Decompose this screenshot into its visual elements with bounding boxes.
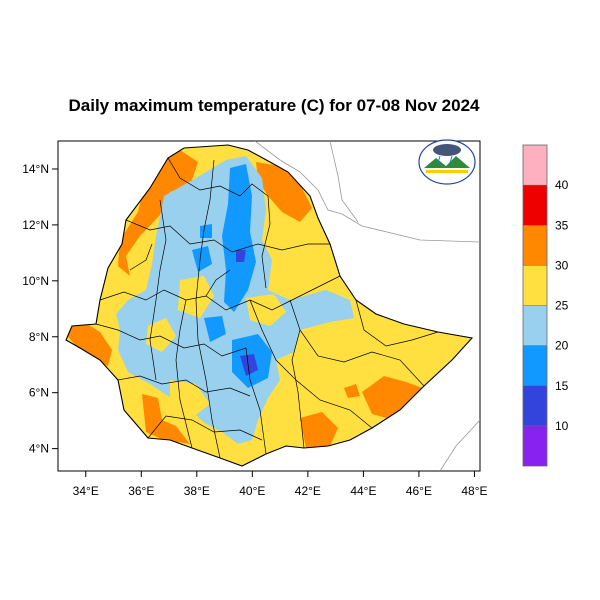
temperature-legend: 40 35 30 25 20 15 10 (522, 144, 569, 467)
lon-tick-label: 44°E (350, 484, 376, 498)
legend-swatch (523, 225, 547, 266)
lat-tick-label: 6°N (29, 386, 49, 400)
lon-tick-label: 40°E (239, 484, 265, 498)
legend-label: 40 (555, 178, 569, 192)
warm-pocket-2 (146, 318, 176, 352)
cold-zone-small-1 (192, 246, 212, 272)
warm-pocket-4 (170, 380, 210, 418)
neighbor-borders (254, 141, 480, 471)
map-title: Daily maximum temperature (C) for 07-08 … (68, 96, 480, 115)
hot-zone-northwest (118, 150, 198, 276)
longitude-axis: 34°E 36°E 38°E 40°E 42°E 44°E 46°E 48°E (73, 471, 488, 498)
lat-tick-label: 12°N (22, 218, 49, 232)
lon-tick-label: 46°E (406, 484, 432, 498)
legend-swatch (523, 345, 547, 386)
lat-tick-label: 10°N (22, 274, 49, 288)
legend-swatch (523, 305, 547, 346)
legend-swatch (523, 185, 547, 226)
legend-label: 30 (555, 258, 569, 272)
warm-pocket-3 (246, 294, 286, 326)
lat-tick-label: 4°N (29, 442, 49, 456)
lat-tick-label: 14°N (22, 162, 49, 176)
latitude-axis: 14°N 12°N 10°N 8°N 6°N 4°N (22, 162, 58, 456)
legend-swatch (523, 145, 547, 186)
hot-zone-afar (256, 162, 312, 222)
legend-label: 25 (555, 299, 569, 313)
cold-zone-rift-north (222, 164, 256, 312)
cold-zone-central (204, 316, 226, 342)
legend-swatch (523, 385, 547, 426)
temperature-field (65, 144, 473, 467)
lon-tick-label: 42°E (295, 484, 321, 498)
legend-label: 20 (555, 339, 569, 353)
colder-zone-1 (236, 250, 246, 262)
lon-tick-label: 48°E (461, 484, 487, 498)
admin-boundaries (95, 157, 439, 459)
hot-zone-south (300, 412, 338, 448)
legend-label: 10 (555, 419, 569, 433)
legend-swatch (523, 265, 547, 306)
cold-zone-small-2 (200, 224, 212, 238)
hot-zone-southwest (142, 394, 190, 444)
lon-tick-label: 36°E (128, 484, 154, 498)
legend-label: 35 (555, 218, 569, 232)
hot-zone-gambela (66, 322, 112, 366)
colder-zone-2 (240, 354, 258, 376)
lon-tick-label: 34°E (73, 484, 99, 498)
lat-tick-label: 8°N (29, 330, 49, 344)
legend-label: 15 (555, 379, 569, 393)
hot-zone-small (344, 384, 360, 398)
ethiopia-meteorology-institute-logo (418, 139, 476, 185)
legend-swatch (523, 425, 547, 466)
lon-tick-label: 38°E (184, 484, 210, 498)
